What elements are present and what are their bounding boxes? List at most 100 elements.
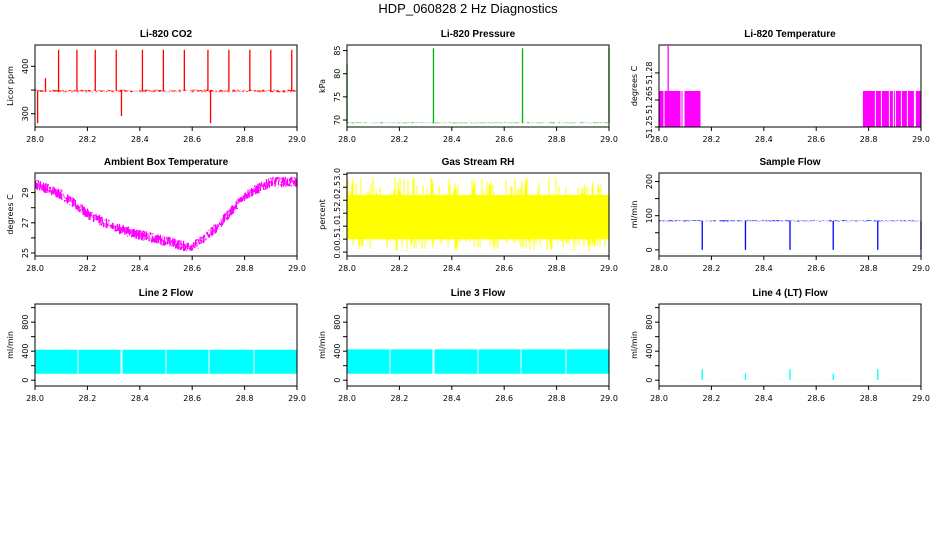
data-trace bbox=[346, 177, 610, 252]
x-tick-label: 29.0 bbox=[912, 135, 930, 144]
y-tick-label: 70 bbox=[333, 115, 342, 125]
y-tick-label: 400 bbox=[333, 344, 342, 359]
x-tick-label: 29.0 bbox=[912, 394, 930, 403]
x-tick-label: 28.2 bbox=[390, 135, 408, 144]
y-axis-label: ml/min bbox=[6, 331, 15, 359]
y-tick-label: 0 bbox=[645, 378, 654, 383]
y-axis-label: degrees C bbox=[6, 194, 15, 235]
x-tick-label: 28.8 bbox=[860, 264, 878, 273]
x-tick-label: 28.2 bbox=[78, 394, 96, 403]
chart-title: Line 2 Flow bbox=[139, 288, 194, 299]
y-tick-label: 400 bbox=[21, 344, 30, 359]
chart-title: Li-820 CO2 bbox=[140, 29, 193, 40]
x-tick-label: 28.2 bbox=[390, 264, 408, 273]
y-tick-label: 800 bbox=[645, 315, 654, 330]
x-tick-label: 29.0 bbox=[600, 394, 618, 403]
plot-frame bbox=[34, 303, 298, 387]
x-tick-label: 28.4 bbox=[443, 135, 461, 144]
y-axis-label: percent bbox=[318, 199, 327, 230]
series-band bbox=[346, 349, 610, 374]
plot-frame bbox=[34, 44, 298, 128]
y-tick-label: 400 bbox=[21, 59, 30, 74]
data-trace bbox=[346, 48, 610, 124]
chart-gas-stream-rh: Gas Stream RH 28.0 28.2 28.4 28.6 28.8 29.0 0.0… bbox=[318, 157, 618, 273]
y-tick-label: 85 bbox=[333, 45, 342, 55]
y-tick-label: 75 bbox=[333, 92, 342, 102]
x-tick-label: 28.6 bbox=[495, 394, 513, 403]
chart-title: Line 3 Flow bbox=[451, 288, 506, 299]
x-tick-label: 28.6 bbox=[495, 264, 513, 273]
y-tick-label: 3.0 bbox=[333, 168, 342, 181]
y-tick-label: 51.28 bbox=[645, 61, 654, 84]
x-tick-label: 28.4 bbox=[131, 394, 149, 403]
y-tick-label: 25 bbox=[21, 248, 30, 258]
y-tick-label: 0 bbox=[645, 247, 654, 252]
chart-sample-flow: Sample Flow 28.0 28.2 28.4 28.6 28.8 29.0 0 100 2… bbox=[630, 157, 930, 273]
x-tick-label: 28.4 bbox=[755, 135, 773, 144]
plot-frame bbox=[346, 303, 610, 387]
series-line bbox=[658, 90, 921, 128]
chart-li-820-temperature: Li-820 Temperature 28.0 28.2 28.4 28.6 28.8 29… bbox=[630, 29, 930, 144]
x-tick-label: 28.6 bbox=[183, 394, 201, 403]
y-tick-label: 800 bbox=[333, 315, 342, 330]
y-tick-label: 80 bbox=[333, 69, 342, 79]
chart-title: Ambient Box Temperature bbox=[104, 157, 229, 168]
x-tick-label: 28.4 bbox=[131, 264, 149, 273]
plot-frame bbox=[658, 303, 922, 387]
x-tick-label: 28.0 bbox=[338, 394, 356, 403]
y-tick-label: 51.265 bbox=[645, 86, 654, 114]
x-tick-label: 28.0 bbox=[650, 264, 668, 273]
chart-li-820-pressure: Li-820 Pressure 28.0 28.2 28.4 28.6 28.8 29.0 7… bbox=[318, 29, 618, 144]
data-trace bbox=[34, 349, 298, 374]
x-tick-label: 29.0 bbox=[600, 135, 618, 144]
x-tick-label: 28.8 bbox=[236, 264, 254, 273]
y-tick-label: 51.25 bbox=[645, 116, 654, 139]
series-band bbox=[34, 349, 298, 374]
y-tick-label: 0 bbox=[21, 378, 30, 383]
y-axis-label: kPa bbox=[318, 79, 327, 93]
x-tick-label: 28.2 bbox=[702, 135, 720, 144]
y-tick-label: 100 bbox=[645, 208, 654, 223]
x-tick-label: 28.6 bbox=[183, 264, 201, 273]
x-tick-label: 28.4 bbox=[443, 394, 461, 403]
x-tick-label: 28.8 bbox=[860, 394, 878, 403]
y-tick-label: 0 bbox=[333, 378, 342, 383]
x-tick-label: 29.0 bbox=[288, 264, 306, 273]
data-trace bbox=[34, 49, 298, 124]
x-tick-label: 28.0 bbox=[338, 264, 356, 273]
y-axis-label: ml/min bbox=[630, 331, 639, 359]
chart-line-4-lt-flow: Line 4 (LT) Flow 28.0 28.2 28.4 28.6 28.8 29.0… bbox=[630, 288, 930, 403]
x-tick-label: 28.8 bbox=[548, 264, 566, 273]
chart-line-3-flow: Line 3 Flow 28.0 28.2 28.4 28.6 28.8 29.0 0 400 8… bbox=[318, 288, 618, 403]
chart-li-820-co2: Li-820 CO2 28.0 28.2 28.4 28.6 28.8 29.0 300 400… bbox=[6, 29, 306, 144]
x-tick-label: 28.2 bbox=[702, 264, 720, 273]
y-tick-label: 2.5 bbox=[333, 181, 342, 194]
y-tick-label: 800 bbox=[21, 315, 30, 330]
x-tick-label: 29.0 bbox=[288, 135, 306, 144]
x-tick-label: 28.0 bbox=[338, 135, 356, 144]
x-tick-label: 28.6 bbox=[495, 135, 513, 144]
x-tick-label: 28.2 bbox=[78, 135, 96, 144]
y-tick-label: 29 bbox=[21, 188, 30, 198]
series-line bbox=[34, 176, 298, 252]
x-tick-label: 28.8 bbox=[548, 394, 566, 403]
x-tick-label: 28.0 bbox=[26, 264, 44, 273]
x-tick-label: 28.8 bbox=[860, 135, 878, 144]
chart-ambient-box-temperature: Ambient Box Temperature 28.0 28.2 28.4 28.6 2… bbox=[6, 157, 306, 273]
x-tick-label: 29.0 bbox=[288, 394, 306, 403]
chart-title: Li-820 Temperature bbox=[744, 29, 836, 40]
y-tick-label: 1.0 bbox=[333, 220, 342, 233]
data-trace bbox=[658, 220, 922, 250]
data-trace bbox=[658, 45, 921, 128]
series-line bbox=[34, 89, 298, 93]
data-trace bbox=[34, 176, 298, 252]
series-line bbox=[347, 122, 610, 124]
chart-title: Gas Stream RH bbox=[442, 157, 515, 168]
data-trace bbox=[658, 369, 918, 380]
x-tick-label: 29.0 bbox=[912, 264, 930, 273]
x-tick-label: 28.8 bbox=[236, 135, 254, 144]
y-tick-label: 1.5 bbox=[333, 207, 342, 220]
chart-line-2-flow: Line 2 Flow 28.0 28.2 28.4 28.6 28.8 29.0 0 400 8… bbox=[6, 288, 306, 403]
chart-title: Line 4 (LT) Flow bbox=[752, 288, 828, 299]
